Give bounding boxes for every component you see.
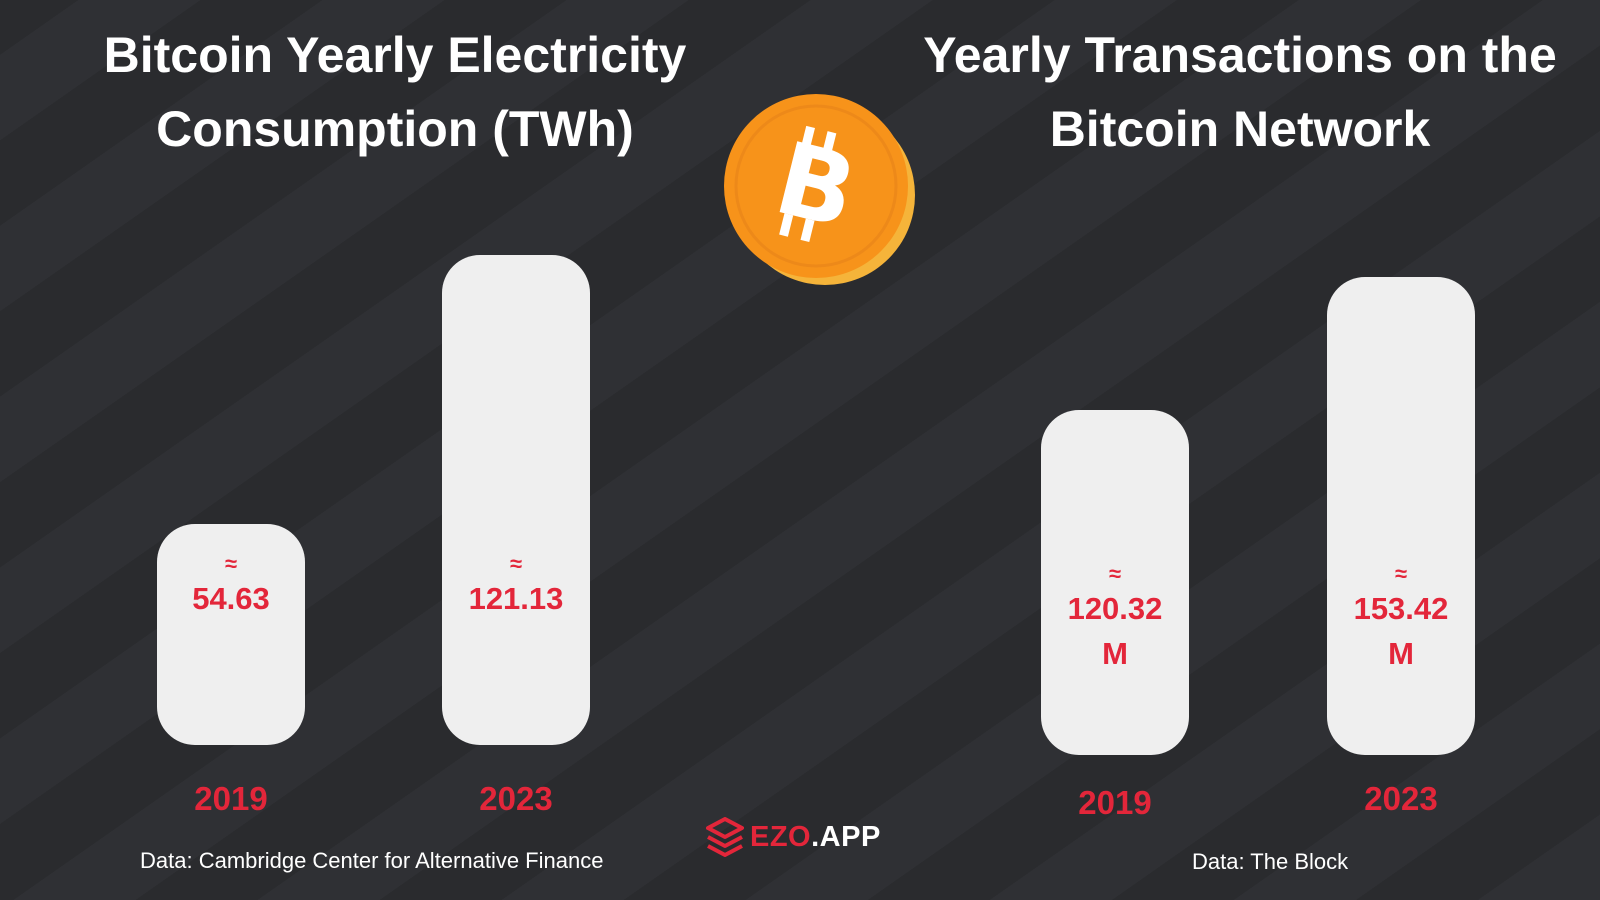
approx-symbol: ≈ (1108, 561, 1122, 586)
right-chart-source: Data: The Block (1192, 849, 1349, 874)
left-bar-2023-value: 121.13 (468, 581, 564, 616)
logo-text: EZO.APP (750, 821, 881, 854)
ezo-logo-icon (706, 817, 744, 857)
right-chart-title: Yearly Transactions on the Bitcoin Netwo… (880, 18, 1600, 166)
right-bar-2023 (1327, 277, 1475, 755)
logo-brand: EZO (750, 820, 812, 853)
left-bar-2019-label: ≈ 54.63 (157, 552, 305, 621)
right-year-2019: 2019 (1078, 784, 1152, 821)
left-chart-title-line1: Bitcoin Yearly Electricity (103, 27, 687, 83)
approx-symbol: ≈ (1394, 561, 1408, 586)
right-year-2023: 2023 (1364, 780, 1438, 817)
approx-symbol: ≈ (224, 551, 238, 576)
right-bar-2019-unit: M (1102, 636, 1128, 671)
left-bar-2019-value: 54.63 (192, 581, 270, 616)
ezo-logo[interactable]: EZO.APP (706, 815, 881, 859)
approx-symbol: ≈ (509, 551, 523, 576)
bitcoin-coin-icon: B (724, 94, 915, 285)
right-chart-title-line2: Bitcoin Network (1049, 101, 1431, 157)
right-bar-2023-label: ≈ 153.42 M (1327, 562, 1475, 676)
right-bar-2023-unit: M (1388, 636, 1414, 671)
left-chart-title: Bitcoin Yearly Electricity Consumption (… (40, 18, 750, 166)
left-year-2019: 2019 (194, 780, 268, 817)
left-bar-2023 (442, 255, 590, 745)
left-chart-source: Data: Cambridge Center for Alternative F… (140, 848, 604, 873)
right-bar-2019-value: 120.32 (1067, 591, 1163, 626)
left-chart-title-line2: Consumption (TWh) (156, 101, 634, 157)
logo-tld: .APP (811, 820, 881, 853)
left-bar-2019 (157, 524, 305, 745)
left-year-2023: 2023 (479, 780, 553, 817)
right-bar-2023-value: 153.42 (1353, 591, 1449, 626)
right-bar-2019-label: ≈ 120.32 M (1041, 562, 1189, 676)
right-bar-2019 (1041, 410, 1189, 755)
left-bar-2023-label: ≈ 121.13 (442, 552, 590, 621)
right-chart-title-line1: Yearly Transactions on the (923, 27, 1557, 83)
